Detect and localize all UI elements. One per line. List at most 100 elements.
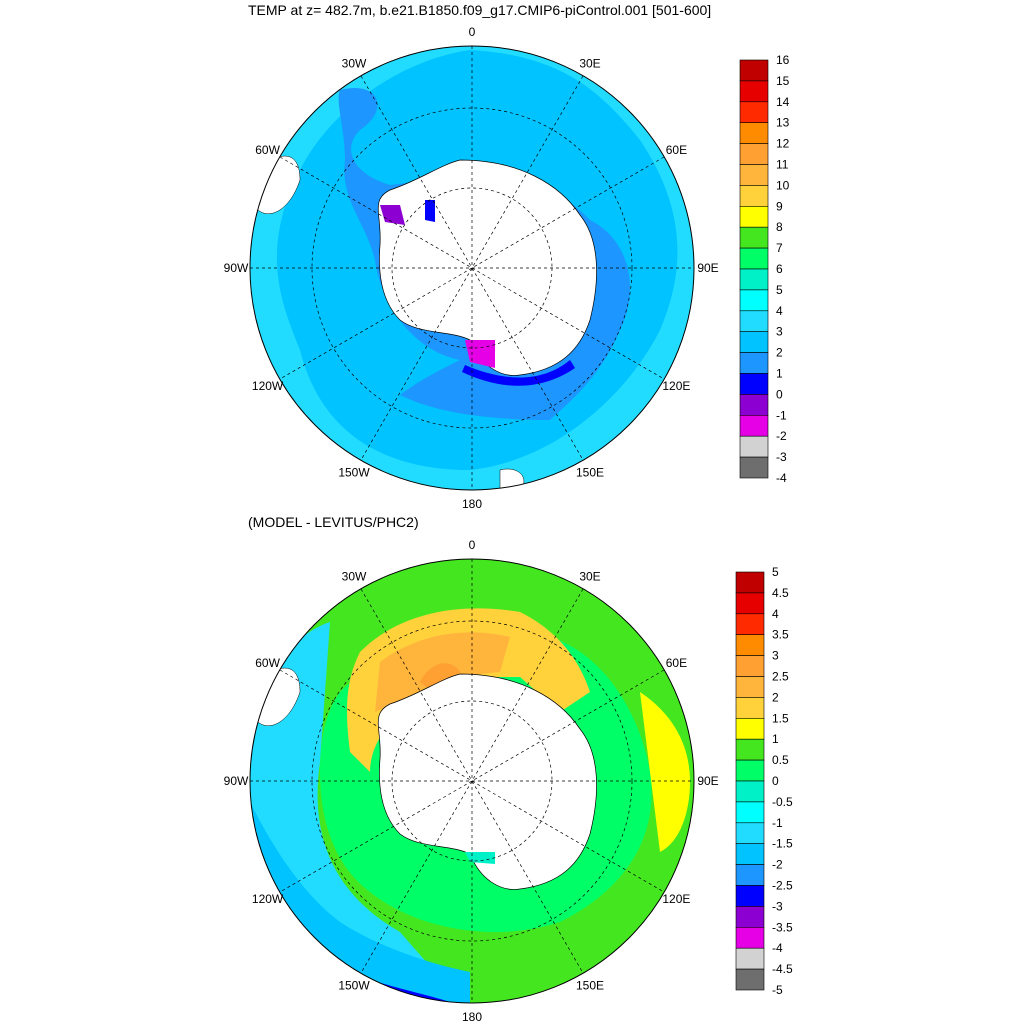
colorbar-label: 2 (772, 690, 779, 704)
cold-patch-weddell-east (425, 200, 435, 222)
colorbar-swatch (735, 906, 765, 928)
colorbar-swatch (739, 289, 769, 312)
longitude-label: 0 (469, 538, 476, 552)
bottom-colorbar: 5 4.5 4 3.5 3 2.5 2 1.5 1 0.5 0 -0.5 -1 -1.5 -2 -2.5 -3 -… (735, 565, 793, 997)
colorbar-label: 4 (772, 607, 779, 621)
colorbar-label: -3.5 (772, 920, 793, 934)
colorbar-label: 13 (776, 116, 790, 130)
colorbar-label: 14 (776, 95, 790, 109)
colorbar-label: 0.5 (772, 753, 789, 767)
colorbar-swatch (739, 373, 769, 395)
colorbar-swatch (739, 206, 769, 228)
colorbar-label: 10 (776, 178, 790, 192)
longitude-label: 90W (224, 774, 249, 788)
bottom-polar-map: 0 30E 60E 90E 120E 150E 180 150W 120W 90W 60W 30W 5… (224, 538, 793, 1024)
colorbar-swatch (735, 843, 765, 865)
colorbar-label: 4.5 (772, 586, 789, 600)
colorbar-label: -3 (772, 899, 783, 913)
colorbar-swatch (735, 885, 765, 907)
colorbar-label: 1.5 (772, 711, 789, 725)
colorbar-swatch (739, 352, 769, 374)
colorbar-swatch (739, 247, 769, 270)
colorbar-swatch (735, 947, 765, 970)
longitude-label: 90E (697, 774, 718, 788)
colorbar-swatch (739, 80, 769, 103)
colorbar-label: 9 (776, 199, 783, 213)
colorbar-swatch (735, 634, 765, 656)
colorbar-label: 12 (776, 137, 790, 151)
colorbar-label: 0 (776, 387, 783, 401)
colorbar-label: -4 (772, 941, 783, 955)
colorbar-swatch (735, 801, 765, 824)
longitude-label: 120W (252, 892, 284, 906)
longitude-label: 90E (697, 261, 718, 275)
longitude-label: 30W (342, 57, 367, 71)
colorbar-label: 15 (776, 74, 790, 88)
bottom-longitude-labels: 0 30E 60E 90E 120E 150E 180 150W 120W 90W 60W 30W (224, 538, 719, 1024)
colorbar-label: 0 (772, 774, 779, 788)
colorbar-label: -4.5 (772, 962, 793, 976)
longitude-label: 30E (579, 570, 600, 584)
colorbar-label: 2 (776, 346, 783, 360)
colorbar-label: 3 (776, 325, 783, 339)
longitude-label: 30E (579, 57, 600, 71)
colorbar-label: -5 (772, 983, 783, 997)
colorbar-label: -1 (776, 408, 787, 422)
longitude-label: 0 (469, 25, 476, 39)
colorbar-swatch (739, 122, 769, 144)
bottom-map-border (249, 558, 695, 1004)
colorbar-label: 6 (776, 262, 783, 276)
colorbar-swatch (735, 592, 765, 615)
colorbar-label: 8 (776, 220, 783, 234)
colorbar-swatch (739, 59, 769, 82)
colorbar-swatch (739, 456, 769, 479)
top-longitude-labels: 0 30E 60E 90E 120E 150E 180 150W 120W 90W 60W 30W (224, 25, 719, 511)
colorbar-swatch (739, 394, 769, 416)
cold-band-ross-shelf (462, 360, 575, 386)
diff-band-1-1.5-east (640, 692, 690, 852)
colorbar-swatch (739, 164, 769, 186)
colorbar-label: 16 (776, 53, 790, 67)
longitude-label: 180 (462, 497, 482, 511)
colorbar-swatch (739, 414, 769, 437)
cold-patch-ross (465, 340, 495, 368)
longitude-label: 150W (338, 465, 370, 479)
colorbar-swatch (739, 101, 769, 124)
longitude-label: 120E (662, 892, 690, 906)
colorbar-label: -3 (776, 450, 787, 464)
colorbar-swatch (735, 780, 765, 803)
colorbar-swatch (739, 185, 769, 207)
longitude-label: 120W (252, 379, 284, 393)
colorbar-swatch (735, 738, 765, 761)
diff-patch-ross (465, 852, 495, 864)
colorbar-swatch (739, 226, 769, 249)
top-map-panel: 0 30E 60E 90E 120E 150E 180 150W 120W 90W 60W 30W 1… (224, 25, 790, 511)
bottom-graticule (250, 559, 694, 1003)
longitude-label: 180 (462, 1010, 482, 1024)
colorbar-label: -4 (776, 471, 787, 485)
colorbar-swatch (735, 676, 765, 698)
colorbar-swatch (735, 926, 765, 949)
colorbar-label: 4 (776, 304, 783, 318)
longitude-label: 60E (666, 656, 687, 670)
colorbar-label: 5 (772, 565, 779, 579)
colorbar-swatch (739, 143, 769, 165)
longitude-label: 30W (342, 570, 367, 584)
colorbar-swatch (739, 310, 769, 332)
top-graticule (250, 46, 694, 490)
top-map-border (249, 45, 695, 491)
colorbar-swatch (735, 697, 765, 719)
colorbar-label: 11 (776, 158, 789, 172)
colorbar-label: 3 (772, 649, 779, 663)
colorbar-swatch (735, 655, 765, 677)
longitude-label: 150W (338, 978, 370, 992)
colorbar-label: 1 (776, 367, 783, 381)
colorbar-swatch (735, 864, 765, 886)
colorbar-label: 2.5 (772, 670, 789, 684)
bottom-map-panel: 0 30E 60E 90E 120E 150E 180 150W 120W 90W 60W 30W 5… (0, 512, 1024, 1024)
colorbar-label: -2 (772, 858, 783, 872)
longitude-label: 90W (224, 261, 249, 275)
colorbar-label: 5 (776, 283, 783, 297)
top-map-title: TEMP at z= 482.7m, b.e21.B1850.f09_g17.C… (248, 2, 712, 18)
